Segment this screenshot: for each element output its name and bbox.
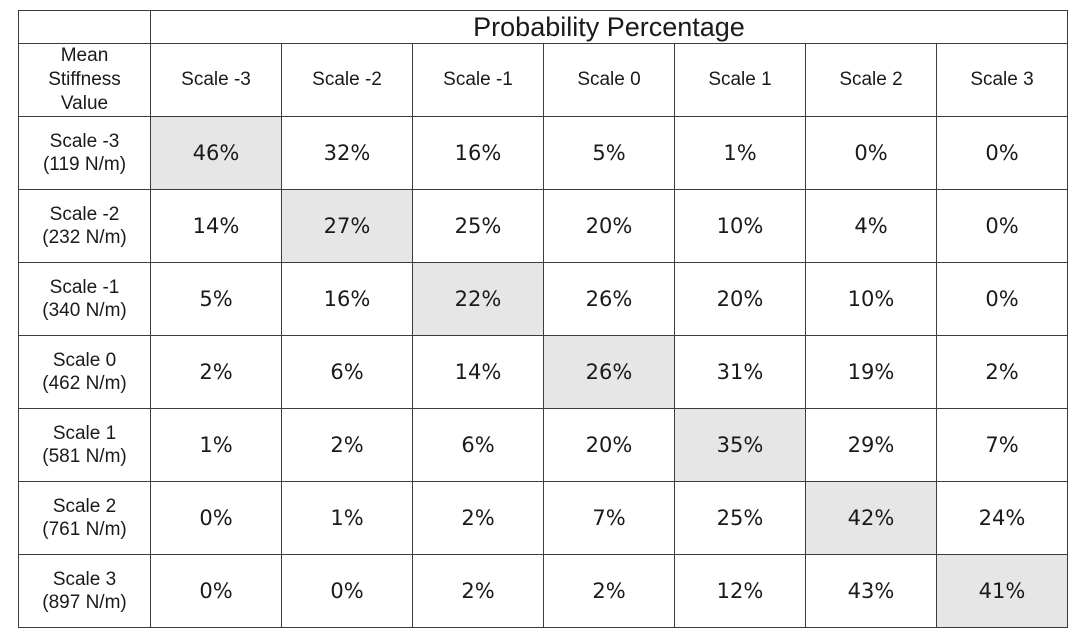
table-cell: 31% — [674, 335, 806, 409]
column-header: Scale -1 — [412, 43, 544, 117]
table-cell: 4% — [805, 189, 937, 263]
row-header-title: Mean Stiffness Value — [18, 43, 151, 117]
table-cell: 25% — [412, 189, 544, 263]
table-row: Scale 1 (581 N/m) 1% 2% 6% 20% 35% 29% 7% — [18, 408, 1068, 482]
column-header: Scale 1 — [674, 43, 806, 117]
table-cell: 0% — [936, 189, 1068, 263]
table-cell: 20% — [543, 408, 675, 482]
table-cell: 0% — [936, 116, 1068, 190]
table-cell: 43% — [805, 554, 937, 628]
diagonal-cell: 26% — [543, 335, 675, 409]
table-cell: 0% — [150, 481, 282, 555]
table-cell: 2% — [936, 335, 1068, 409]
row-header-stiffness: (462 N/m) — [42, 373, 127, 394]
row-header: Scale -2 (232 N/m) — [18, 189, 151, 263]
row-header-stiffness: (232 N/m) — [42, 227, 127, 248]
probability-table: Probability Percentage Mean Stiffness Va… — [18, 10, 1068, 628]
corner-cell — [18, 10, 151, 44]
table-cell: 1% — [674, 116, 806, 190]
table-cell: 32% — [281, 116, 413, 190]
row-header: Scale 3 (897 N/m) — [18, 554, 151, 628]
row-header-label: Scale 2 — [52, 496, 117, 517]
column-header: Scale -2 — [281, 43, 413, 117]
table-cell: 7% — [936, 408, 1068, 482]
table-cell: 16% — [281, 262, 413, 336]
row-header-stiffness: (581 N/m) — [42, 446, 127, 467]
row-header-title-line: Mean — [60, 45, 109, 66]
table-cell: 2% — [412, 554, 544, 628]
table-title: Probability Percentage — [150, 10, 1068, 44]
diagonal-cell: 42% — [805, 481, 937, 555]
table-cell: 12% — [674, 554, 806, 628]
table-cell: 14% — [150, 189, 282, 263]
table-cell: 19% — [805, 335, 937, 409]
table-row: Scale -2 (232 N/m) 14% 27% 25% 20% 10% 4% 0% — [18, 189, 1068, 263]
table-cell: 20% — [674, 262, 806, 336]
table-row: Scale 3 (897 N/m) 0% 0% 2% 2% 12% 43% 41% — [18, 554, 1068, 628]
table-cell: 29% — [805, 408, 937, 482]
row-header-label: Scale 0 — [52, 350, 117, 371]
table-cell: 20% — [543, 189, 675, 263]
table-cell: 10% — [805, 262, 937, 336]
row-header-label: Scale -1 — [49, 277, 120, 298]
table-cell: 2% — [412, 481, 544, 555]
table-row: Scale 0 (462 N/m) 2% 6% 14% 26% 31% 19% 2% — [18, 335, 1068, 409]
table-cell: 2% — [543, 554, 675, 628]
table-row: Scale -1 (340 N/m) 5% 16% 22% 26% 20% 10% 0% — [18, 262, 1068, 336]
column-header: Scale 2 — [805, 43, 937, 117]
table-cell: 16% — [412, 116, 544, 190]
diagonal-cell: 35% — [674, 408, 806, 482]
row-header: Scale 1 (581 N/m) — [18, 408, 151, 482]
column-header: Scale 0 — [543, 43, 675, 117]
row-header-title-line: Stiffness — [48, 69, 121, 90]
table-cell: 2% — [150, 335, 282, 409]
table-cell: 0% — [281, 554, 413, 628]
row-header-stiffness: (761 N/m) — [42, 519, 127, 540]
column-header: Scale 3 — [936, 43, 1068, 117]
table-cell: 25% — [674, 481, 806, 555]
row-header-title-line: Value — [60, 93, 109, 114]
table-cell: 0% — [805, 116, 937, 190]
diagonal-cell: 22% — [412, 262, 544, 336]
table-cell: 24% — [936, 481, 1068, 555]
row-header-stiffness: (897 N/m) — [42, 592, 127, 613]
table-cell: 2% — [281, 408, 413, 482]
diagonal-cell: 46% — [150, 116, 282, 190]
row-header: Scale 0 (462 N/m) — [18, 335, 151, 409]
column-header: Scale -3 — [150, 43, 282, 117]
table-cell: 6% — [412, 408, 544, 482]
table-cell: 10% — [674, 189, 806, 263]
table-cell: 1% — [281, 481, 413, 555]
row-header-label: Scale 3 — [52, 569, 117, 590]
row-header-stiffness: (340 N/m) — [42, 300, 127, 321]
column-header-row: Mean Stiffness Value Scale -3 Scale -2 S… — [18, 43, 1068, 117]
table-cell: 1% — [150, 408, 282, 482]
title-row: Probability Percentage — [18, 10, 1068, 44]
table-cell: 26% — [543, 262, 675, 336]
row-header-label: Scale 1 — [52, 423, 117, 444]
table-row: Scale -3 (119 N/m) 46% 32% 16% 5% 1% 0% 0% — [18, 116, 1068, 190]
table-cell: 0% — [936, 262, 1068, 336]
table-cell: 0% — [150, 554, 282, 628]
table-cell: 7% — [543, 481, 675, 555]
diagonal-cell: 41% — [936, 554, 1068, 628]
table-cell: 5% — [150, 262, 282, 336]
row-header: Scale 2 (761 N/m) — [18, 481, 151, 555]
row-header: Scale -1 (340 N/m) — [18, 262, 151, 336]
table-cell: 14% — [412, 335, 544, 409]
table-cell: 5% — [543, 116, 675, 190]
row-header-label: Scale -2 — [49, 204, 120, 225]
row-header-stiffness: (119 N/m) — [42, 154, 127, 175]
diagonal-cell: 27% — [281, 189, 413, 263]
table-row: Scale 2 (761 N/m) 0% 1% 2% 7% 25% 42% 24% — [18, 481, 1068, 555]
row-header: Scale -3 (119 N/m) — [18, 116, 151, 190]
table-cell: 6% — [281, 335, 413, 409]
row-header-label: Scale -3 — [49, 131, 120, 152]
table-body: Scale -3 (119 N/m) 46% 32% 16% 5% 1% 0% 0% Scale … — [18, 116, 1068, 628]
